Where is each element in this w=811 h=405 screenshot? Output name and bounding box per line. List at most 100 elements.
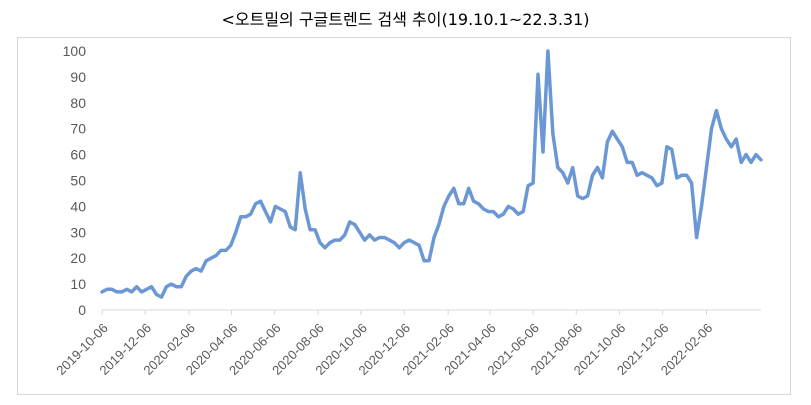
data-point bbox=[368, 233, 371, 236]
data-point bbox=[556, 166, 559, 169]
data-point bbox=[502, 213, 505, 216]
y-tick-label: 70 bbox=[70, 121, 86, 137]
data-point bbox=[561, 171, 564, 174]
data-point bbox=[551, 132, 554, 135]
data-point bbox=[269, 220, 272, 223]
data-point bbox=[353, 223, 356, 226]
data-point bbox=[229, 244, 232, 247]
data-point bbox=[160, 296, 163, 299]
y-tick-label: 0 bbox=[78, 302, 86, 318]
data-point bbox=[576, 195, 579, 198]
data-point bbox=[294, 228, 297, 231]
chart-title: <오트밀의 구글트렌드 검색 추이(19.10.1~22.3.31) bbox=[221, 10, 590, 29]
data-point bbox=[735, 138, 738, 141]
data-point bbox=[467, 187, 470, 190]
data-point bbox=[760, 158, 763, 161]
y-tick-label: 20 bbox=[70, 250, 86, 266]
data-point bbox=[646, 174, 649, 177]
data-point bbox=[200, 270, 203, 273]
data-point bbox=[348, 220, 351, 223]
data-point bbox=[383, 236, 386, 239]
data-point bbox=[715, 109, 718, 112]
data-point bbox=[670, 148, 673, 151]
y-tick-label: 50 bbox=[70, 173, 86, 189]
data-point bbox=[185, 275, 188, 278]
data-point bbox=[309, 228, 312, 231]
data-point bbox=[259, 200, 262, 203]
data-point bbox=[462, 202, 465, 205]
data-point bbox=[512, 208, 515, 211]
data-point bbox=[140, 290, 143, 293]
data-point bbox=[685, 174, 688, 177]
data-point bbox=[472, 200, 475, 203]
data-point bbox=[457, 202, 460, 205]
data-point bbox=[542, 151, 545, 154]
data-point bbox=[338, 239, 341, 242]
data-point bbox=[482, 208, 485, 211]
data-point bbox=[700, 205, 703, 208]
data-point bbox=[190, 270, 193, 273]
data-point bbox=[477, 202, 480, 205]
data-point bbox=[120, 290, 123, 293]
data-point bbox=[428, 259, 431, 262]
data-point bbox=[546, 50, 549, 53]
data-point bbox=[641, 171, 644, 174]
data-point bbox=[606, 140, 609, 143]
data-point bbox=[378, 236, 381, 239]
x-axis: 2019-10-062019-12-062020-02-062020-04-06… bbox=[53, 309, 761, 378]
data-point bbox=[740, 161, 743, 164]
data-point bbox=[651, 176, 654, 179]
data-point bbox=[155, 293, 158, 296]
data-point bbox=[343, 233, 346, 236]
data-point bbox=[437, 223, 440, 226]
data-point bbox=[611, 130, 614, 133]
data-point bbox=[487, 210, 490, 213]
data-point bbox=[393, 241, 396, 244]
data-point bbox=[705, 166, 708, 169]
data-point bbox=[299, 171, 302, 174]
y-tick-label: 100 bbox=[63, 43, 87, 59]
data-point bbox=[596, 166, 599, 169]
data-point bbox=[408, 239, 411, 242]
data-point bbox=[695, 236, 698, 239]
data-point bbox=[170, 283, 173, 286]
data-point bbox=[522, 210, 525, 213]
data-point bbox=[532, 182, 535, 185]
data-point bbox=[145, 288, 148, 291]
data-point bbox=[304, 208, 307, 211]
data-point bbox=[388, 239, 391, 242]
data-point bbox=[660, 182, 663, 185]
data-point bbox=[363, 239, 366, 242]
data-point bbox=[150, 285, 153, 288]
data-point bbox=[537, 73, 540, 76]
data-point bbox=[403, 241, 406, 244]
data-point bbox=[115, 290, 118, 293]
data-point bbox=[398, 246, 401, 249]
data-point bbox=[433, 236, 436, 239]
data-point bbox=[655, 184, 658, 187]
data-point bbox=[165, 285, 168, 288]
data-point bbox=[319, 241, 322, 244]
data-point bbox=[680, 174, 683, 177]
data-point bbox=[279, 208, 282, 211]
data-point bbox=[631, 161, 634, 164]
data-point bbox=[195, 267, 198, 270]
data-point bbox=[289, 226, 292, 229]
data-point bbox=[234, 231, 237, 234]
data-point bbox=[418, 244, 421, 247]
y-tick-label: 80 bbox=[70, 95, 86, 111]
data-point bbox=[665, 145, 668, 148]
data-point bbox=[101, 290, 104, 293]
y-tick-label: 10 bbox=[70, 276, 86, 292]
data-point bbox=[452, 187, 455, 190]
data-point bbox=[205, 259, 208, 262]
series-layer bbox=[100, 49, 763, 299]
data-point bbox=[274, 205, 277, 208]
data-point bbox=[333, 239, 336, 242]
data-point bbox=[616, 138, 619, 141]
data-point bbox=[571, 166, 574, 169]
data-point bbox=[527, 184, 530, 187]
data-point bbox=[730, 145, 733, 148]
data-point bbox=[130, 290, 133, 293]
data-point bbox=[180, 285, 183, 288]
